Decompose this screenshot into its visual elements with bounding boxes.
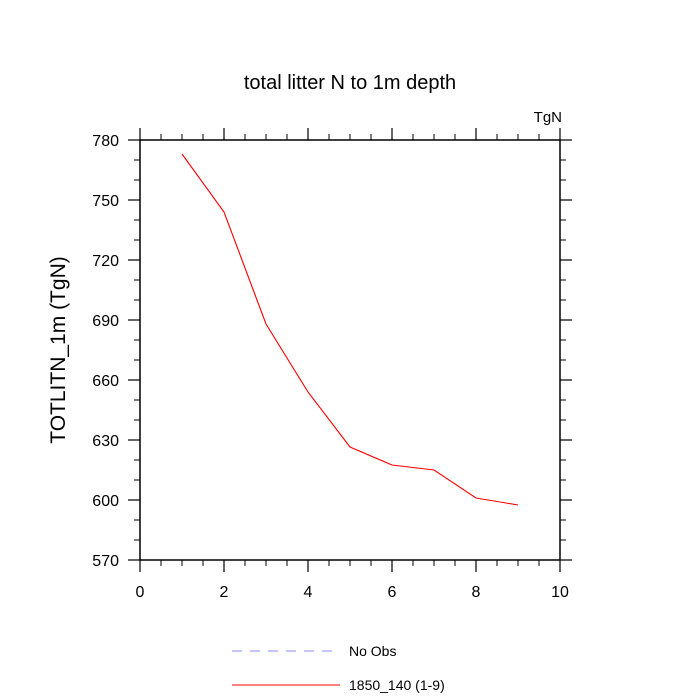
chart-title: total litter N to 1m depth bbox=[244, 72, 456, 94]
y-tick-label: 570 bbox=[92, 553, 119, 570]
x-tick-labels: 0 2 4 6 8 10 bbox=[136, 584, 569, 601]
series-group bbox=[181, 153, 519, 506]
legend-label-no-obs: No Obs bbox=[349, 643, 396, 659]
units-label: TgN bbox=[534, 109, 562, 126]
y-tick-labels: 570 600 630 660 690 720 750 780 bbox=[92, 133, 119, 570]
y-tick-label: 600 bbox=[92, 493, 119, 510]
plot-frame bbox=[139, 139, 561, 561]
y-tick-label: 750 bbox=[92, 193, 119, 210]
x-tick-label: 2 bbox=[220, 584, 229, 601]
y-tick-label: 720 bbox=[92, 253, 119, 270]
x-tick-label: 4 bbox=[304, 584, 313, 601]
y-tick-label: 690 bbox=[92, 313, 119, 330]
y-tick-label: 780 bbox=[92, 133, 119, 150]
legend: No Obs 1850_140 (1-9) bbox=[232, 643, 445, 693]
x-tick-label: 0 bbox=[136, 584, 145, 601]
legend-label-series: 1850_140 (1-9) bbox=[349, 677, 445, 693]
x-tick-label: 6 bbox=[388, 584, 397, 601]
x-tick-label: 8 bbox=[472, 584, 481, 601]
y-tick-label: 630 bbox=[92, 433, 119, 450]
y-axis-label: TOTLITN_1m (TgN) bbox=[47, 256, 70, 443]
y-tick-label: 660 bbox=[92, 373, 119, 390]
series-line bbox=[181, 153, 519, 506]
axis-ticks bbox=[128, 128, 572, 572]
x-tick-label: 10 bbox=[551, 584, 569, 601]
